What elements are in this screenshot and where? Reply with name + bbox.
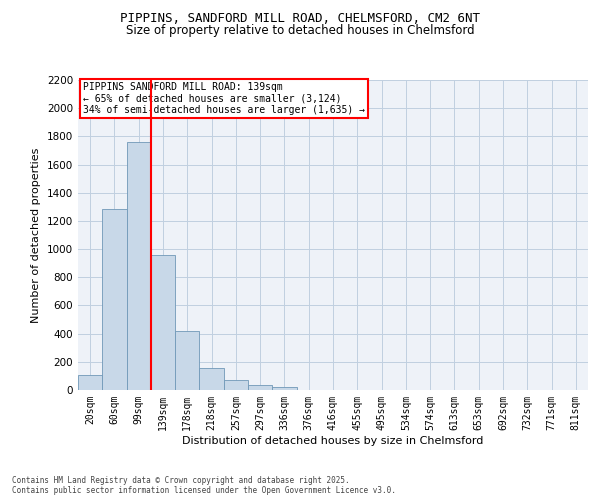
- Bar: [102, 209, 127, 390]
- X-axis label: Distribution of detached houses by size in Chelmsford: Distribution of detached houses by size …: [182, 436, 484, 446]
- Bar: [175, 331, 199, 390]
- Text: Size of property relative to detached houses in Chelmsford: Size of property relative to detached ho…: [125, 24, 475, 37]
- Bar: [127, 142, 151, 390]
- Bar: [151, 254, 175, 390]
- Bar: [248, 384, 272, 390]
- Bar: [272, 387, 296, 390]
- Bar: [78, 374, 102, 390]
- Y-axis label: Number of detached properties: Number of detached properties: [31, 148, 41, 322]
- Bar: [199, 368, 224, 390]
- Text: Contains HM Land Registry data © Crown copyright and database right 2025.
Contai: Contains HM Land Registry data © Crown c…: [12, 476, 396, 495]
- Text: PIPPINS, SANDFORD MILL ROAD, CHELMSFORD, CM2 6NT: PIPPINS, SANDFORD MILL ROAD, CHELMSFORD,…: [120, 12, 480, 26]
- Text: PIPPINS SANDFORD MILL ROAD: 139sqm
← 65% of detached houses are smaller (3,124)
: PIPPINS SANDFORD MILL ROAD: 139sqm ← 65%…: [83, 82, 365, 115]
- Bar: [224, 380, 248, 390]
